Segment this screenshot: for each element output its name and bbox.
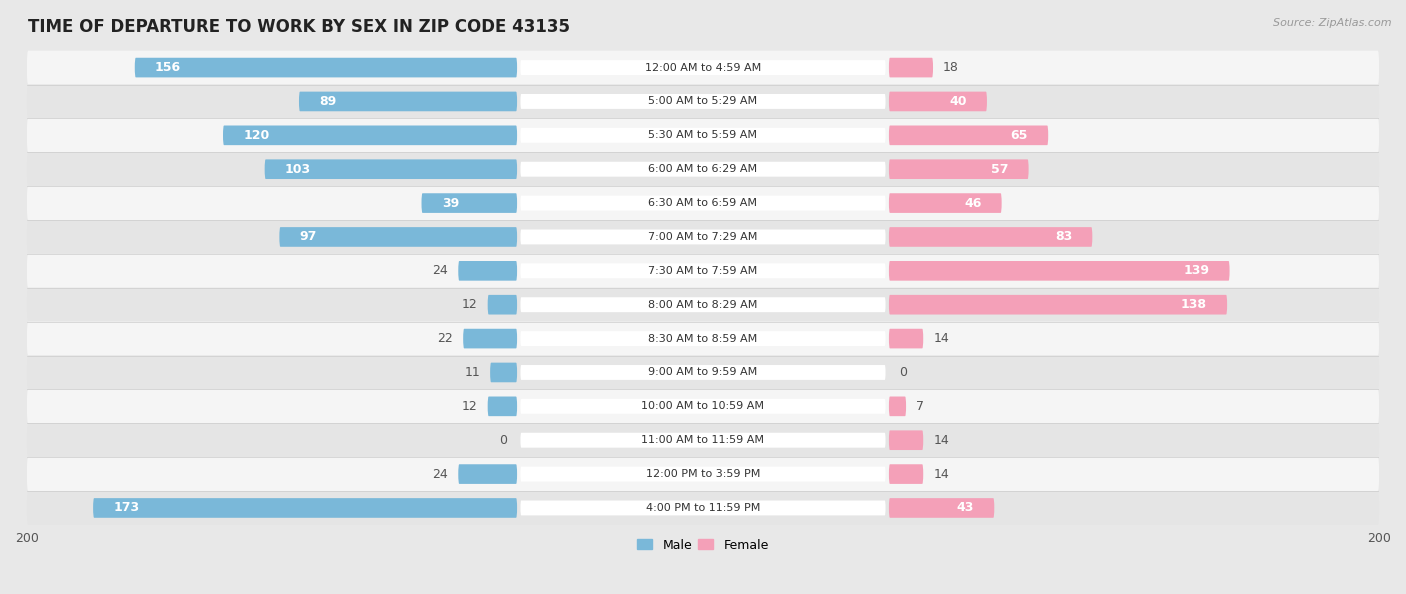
Text: 22: 22 [437, 332, 453, 345]
FancyBboxPatch shape [889, 397, 905, 416]
Text: Source: ZipAtlas.com: Source: ZipAtlas.com [1274, 18, 1392, 28]
Text: 173: 173 [114, 501, 139, 514]
FancyBboxPatch shape [27, 186, 1379, 220]
FancyBboxPatch shape [889, 193, 1001, 213]
Text: 11:00 AM to 11:59 AM: 11:00 AM to 11:59 AM [641, 435, 765, 446]
FancyBboxPatch shape [889, 227, 1092, 247]
Text: 97: 97 [299, 230, 316, 244]
Text: 12:00 PM to 3:59 PM: 12:00 PM to 3:59 PM [645, 469, 761, 479]
Text: 156: 156 [155, 61, 181, 74]
FancyBboxPatch shape [520, 162, 886, 176]
FancyBboxPatch shape [520, 94, 886, 109]
FancyBboxPatch shape [520, 467, 886, 482]
Text: 40: 40 [949, 95, 967, 108]
Text: 12:00 AM to 4:59 AM: 12:00 AM to 4:59 AM [645, 62, 761, 72]
Text: 8:00 AM to 8:29 AM: 8:00 AM to 8:29 AM [648, 300, 758, 309]
Text: 9:00 AM to 9:59 AM: 9:00 AM to 9:59 AM [648, 368, 758, 377]
FancyBboxPatch shape [27, 84, 1379, 118]
Text: 139: 139 [1184, 264, 1209, 277]
FancyBboxPatch shape [458, 465, 517, 484]
FancyBboxPatch shape [458, 261, 517, 280]
Legend: Male, Female: Male, Female [633, 533, 773, 557]
Text: 43: 43 [956, 501, 974, 514]
FancyBboxPatch shape [280, 227, 517, 247]
FancyBboxPatch shape [889, 431, 924, 450]
Text: 120: 120 [243, 129, 270, 142]
FancyBboxPatch shape [491, 362, 517, 383]
FancyBboxPatch shape [27, 287, 1379, 321]
Text: 0: 0 [499, 434, 508, 447]
FancyBboxPatch shape [520, 331, 886, 346]
Text: 5:00 AM to 5:29 AM: 5:00 AM to 5:29 AM [648, 96, 758, 106]
FancyBboxPatch shape [889, 91, 987, 111]
Text: 12: 12 [461, 400, 478, 413]
FancyBboxPatch shape [520, 399, 886, 414]
Text: 6:00 AM to 6:29 AM: 6:00 AM to 6:29 AM [648, 164, 758, 174]
FancyBboxPatch shape [889, 498, 994, 518]
FancyBboxPatch shape [224, 125, 517, 145]
FancyBboxPatch shape [889, 58, 934, 77]
FancyBboxPatch shape [27, 50, 1379, 84]
FancyBboxPatch shape [463, 328, 517, 349]
FancyBboxPatch shape [889, 125, 1049, 145]
FancyBboxPatch shape [422, 193, 517, 213]
FancyBboxPatch shape [520, 297, 886, 312]
Text: 65: 65 [1011, 129, 1028, 142]
FancyBboxPatch shape [27, 152, 1379, 186]
FancyBboxPatch shape [520, 433, 886, 448]
FancyBboxPatch shape [27, 321, 1379, 356]
Text: 11: 11 [464, 366, 479, 379]
FancyBboxPatch shape [520, 60, 886, 75]
FancyBboxPatch shape [93, 498, 517, 518]
Text: 83: 83 [1054, 230, 1071, 244]
FancyBboxPatch shape [488, 295, 517, 315]
FancyBboxPatch shape [520, 501, 886, 516]
Text: 14: 14 [934, 467, 949, 481]
Text: 4:00 PM to 11:59 PM: 4:00 PM to 11:59 PM [645, 503, 761, 513]
FancyBboxPatch shape [135, 58, 517, 77]
Text: 18: 18 [943, 61, 959, 74]
FancyBboxPatch shape [27, 356, 1379, 390]
Text: 10:00 AM to 10:59 AM: 10:00 AM to 10:59 AM [641, 402, 765, 411]
Text: 46: 46 [965, 197, 981, 210]
Text: 12: 12 [461, 298, 478, 311]
FancyBboxPatch shape [889, 295, 1227, 315]
FancyBboxPatch shape [520, 229, 886, 244]
Text: 14: 14 [934, 434, 949, 447]
Text: 24: 24 [433, 467, 449, 481]
Text: 57: 57 [991, 163, 1008, 176]
FancyBboxPatch shape [27, 118, 1379, 152]
Text: 14: 14 [934, 332, 949, 345]
Text: 89: 89 [319, 95, 336, 108]
FancyBboxPatch shape [889, 328, 924, 349]
FancyBboxPatch shape [889, 261, 1230, 280]
Text: 0: 0 [898, 366, 907, 379]
Text: 8:30 AM to 8:59 AM: 8:30 AM to 8:59 AM [648, 334, 758, 343]
FancyBboxPatch shape [520, 195, 886, 210]
FancyBboxPatch shape [27, 390, 1379, 424]
FancyBboxPatch shape [520, 365, 886, 380]
Text: 7:30 AM to 7:59 AM: 7:30 AM to 7:59 AM [648, 266, 758, 276]
FancyBboxPatch shape [488, 397, 517, 416]
Text: 7:00 AM to 7:29 AM: 7:00 AM to 7:29 AM [648, 232, 758, 242]
Text: 24: 24 [433, 264, 449, 277]
FancyBboxPatch shape [889, 465, 924, 484]
FancyBboxPatch shape [299, 91, 517, 111]
Text: 7: 7 [917, 400, 924, 413]
FancyBboxPatch shape [27, 220, 1379, 254]
FancyBboxPatch shape [27, 254, 1379, 287]
Text: 6:30 AM to 6:59 AM: 6:30 AM to 6:59 AM [648, 198, 758, 208]
Text: TIME OF DEPARTURE TO WORK BY SEX IN ZIP CODE 43135: TIME OF DEPARTURE TO WORK BY SEX IN ZIP … [28, 18, 569, 36]
FancyBboxPatch shape [520, 263, 886, 278]
Text: 103: 103 [285, 163, 311, 176]
FancyBboxPatch shape [27, 457, 1379, 491]
Text: 5:30 AM to 5:59 AM: 5:30 AM to 5:59 AM [648, 130, 758, 140]
FancyBboxPatch shape [27, 491, 1379, 525]
Text: 39: 39 [441, 197, 458, 210]
FancyBboxPatch shape [889, 159, 1029, 179]
FancyBboxPatch shape [520, 128, 886, 143]
FancyBboxPatch shape [27, 424, 1379, 457]
Text: 138: 138 [1181, 298, 1206, 311]
FancyBboxPatch shape [264, 159, 517, 179]
